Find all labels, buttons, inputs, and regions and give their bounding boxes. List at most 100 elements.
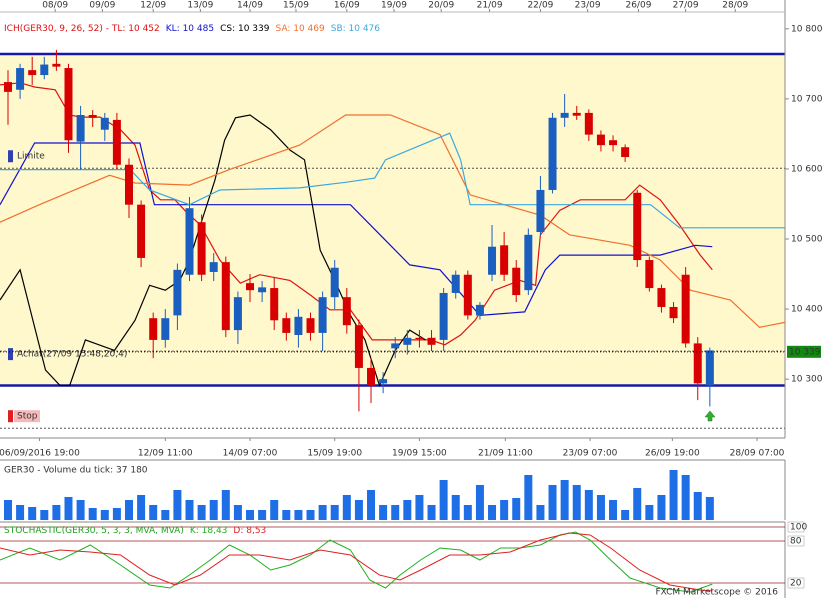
candle-body	[572, 112, 581, 116]
order-marker	[8, 410, 13, 423]
legend-entry: CS: 10 339	[220, 24, 270, 34]
range-band	[0, 54, 785, 386]
candle-body	[391, 343, 400, 349]
candle-body	[64, 68, 73, 141]
legend-entry: K: 18,43	[190, 526, 228, 536]
candle-body	[221, 262, 230, 331]
volume-bar	[536, 504, 545, 520]
volume-bar	[645, 504, 654, 520]
candle-body	[197, 222, 206, 275]
volume-bar	[282, 509, 291, 520]
volume-bar	[500, 499, 509, 520]
volume-bar	[137, 494, 146, 520]
candle-body	[439, 292, 448, 340]
x-top-tick-label: 12/09	[140, 1, 166, 11]
x-top-tick-label: 13/09	[187, 1, 213, 11]
y-tick-box	[787, 521, 805, 533]
candle-body	[52, 63, 61, 67]
oscillator-line	[0, 531, 713, 593]
x-tick-label: 26/09 19:00	[645, 449, 700, 459]
legend-entry: D: 8,53	[233, 526, 266, 536]
candle-body	[270, 288, 279, 321]
candle-body	[173, 269, 182, 316]
candle-body	[475, 304, 484, 316]
x-top-tick-label: 15/09	[283, 1, 309, 11]
volume-bar	[427, 504, 436, 520]
indicator-line	[0, 142, 713, 317]
x-tick-label: 23/09 07:00	[563, 449, 618, 459]
buy-arrow	[704, 410, 716, 422]
candle-body	[657, 288, 666, 307]
candle-body	[233, 297, 242, 331]
candle-body	[161, 318, 170, 340]
x-top-tick-label: 08/09	[42, 1, 68, 11]
candle-body	[246, 283, 255, 291]
x-top-tick-label: 21/09	[477, 1, 503, 11]
panel-title: STOCHASTIC(GER30, 5, 3, 3, MVA, MVA) K: 1…	[4, 526, 266, 536]
candle-body	[149, 318, 158, 340]
candle-body	[596, 134, 605, 146]
candle-body	[100, 117, 109, 130]
candle-body	[488, 246, 497, 275]
candle-body	[185, 208, 194, 275]
volume-bar	[451, 494, 460, 520]
y-tick-box	[787, 577, 805, 589]
candle-body	[536, 189, 545, 233]
indicator-legend: ICH(GER30, 9, 26, 52) - TL: 10 452 KL: 10…	[4, 24, 380, 34]
volume-bar	[149, 504, 158, 520]
last-price-label: 10 339	[789, 347, 821, 357]
volume-bar	[294, 509, 303, 520]
candle-body	[88, 114, 97, 118]
x-top-tick-label: 19/09	[381, 1, 407, 11]
x-top-tick-label: 23/09	[575, 1, 601, 11]
candle-body	[415, 337, 424, 340]
y-tick-label: 10 700	[791, 94, 823, 104]
candle-body	[609, 140, 618, 146]
volume-bar	[705, 496, 714, 520]
volume-bar	[657, 494, 666, 520]
x-top-tick-label: 09/09	[89, 1, 115, 11]
x-tick-label: 12/09 11:00	[138, 449, 193, 459]
y-tick-label: 10 800	[791, 24, 823, 34]
x-top-tick-label: 16/09	[334, 1, 360, 11]
candle-body	[258, 287, 267, 293]
candle-body	[693, 343, 702, 384]
volume-bar	[173, 489, 182, 520]
volume-bar	[609, 499, 618, 520]
x-tick-label: 06/09/2016 19:00	[0, 449, 80, 459]
order-label: Stop	[17, 412, 38, 422]
candle-body	[3, 82, 12, 92]
volume-bar	[681, 474, 690, 520]
candle-body	[548, 117, 557, 190]
volume-bar	[197, 504, 206, 520]
order-label: Achat(27/09 15:48,20,4)	[17, 350, 127, 360]
legend-entry: KL: 10 485	[166, 24, 214, 34]
indicator-line	[0, 114, 786, 328]
legend-entry: ICH(GER30, 9, 26, 52) - TL: 10 452	[4, 24, 160, 34]
volume-bar	[258, 509, 267, 520]
order-marker	[8, 348, 13, 361]
volume-bar	[403, 499, 412, 520]
candle-body	[512, 267, 521, 296]
volume-bar	[512, 497, 521, 520]
volume-bar	[185, 499, 194, 520]
volume-bar	[88, 507, 97, 520]
y-tick-box	[787, 535, 805, 547]
volume-bar	[367, 489, 376, 520]
x-tick-label: 15/09 19:00	[307, 449, 362, 459]
volume-bar	[28, 506, 37, 520]
x-tick-label: 21/09 11:00	[478, 449, 533, 459]
footer: FXCM Marketscope © 2016	[655, 588, 778, 598]
candle-body	[681, 274, 690, 344]
candle-body	[318, 297, 327, 333]
candle-body	[560, 112, 569, 118]
candle-body	[379, 379, 388, 384]
volume-bar	[233, 504, 242, 520]
volume-bar	[52, 504, 61, 520]
candle-body	[621, 147, 630, 158]
x-top-tick-label: 14/09	[237, 1, 263, 11]
candle-body	[16, 68, 25, 90]
candle-body	[342, 297, 351, 326]
volume-bar	[463, 504, 472, 520]
volume-bar	[354, 499, 363, 520]
